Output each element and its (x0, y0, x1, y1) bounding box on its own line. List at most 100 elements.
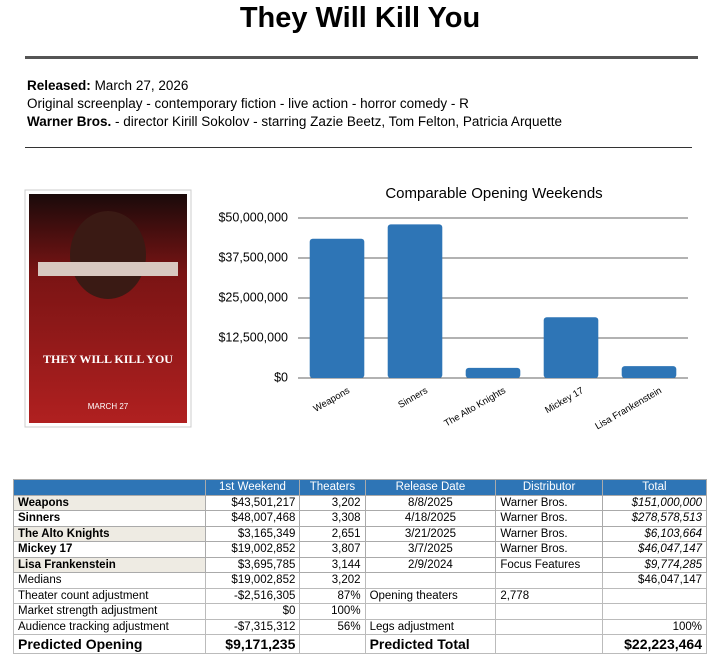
table-cell: $19,002,852 (204, 541, 301, 558)
table-cell: Medians (13, 572, 206, 589)
table-cell (601, 603, 708, 620)
table-cell: Focus Features (495, 556, 603, 573)
table-cell: -$2,516,305 (204, 587, 301, 604)
table-cell: Warner Bros. (495, 510, 603, 527)
divider (25, 56, 698, 59)
table-cell: Predicted Opening (13, 634, 206, 654)
table-cell: 2/9/2024 (364, 556, 497, 573)
table-cell (364, 603, 497, 620)
label: Released: (27, 78, 91, 93)
table-cell: Audience tracking adjustment (13, 618, 206, 635)
table-cell: 2,778 (495, 587, 603, 604)
summary-row: Theater count adjustment -$2,516,305 87% Op… (13, 587, 708, 604)
bar (543, 317, 599, 378)
x-tick-label: Lisa Frankenstein (593, 385, 663, 432)
table-cell: Total (601, 479, 708, 496)
table-cell: Lisa Frankenstein (13, 556, 206, 573)
table-cell: $3,695,785 (204, 556, 301, 573)
summary-row: Medians $19,002,852 3,202 $46,047,147 (13, 572, 708, 589)
table-cell: Predicted Total (364, 634, 497, 654)
data-row: Mickey 17 $19,002,852 3,807 3/7/2025 Warner … (13, 541, 708, 558)
table-cell: Distributor (495, 479, 603, 496)
table-cell: 3,807 (299, 541, 366, 558)
table-cell (495, 618, 603, 635)
table-cell: Theaters (299, 479, 366, 496)
table-cell: Market strength adjustment (13, 603, 206, 620)
table-cell: 2,651 (299, 525, 366, 542)
table-cell: Warner Bros. (495, 525, 603, 542)
divider (25, 147, 692, 148)
table-cell: 3,308 (299, 510, 366, 527)
table-cell: 100% (299, 603, 366, 620)
genre: Original screenplay - contemporary ficti… (27, 96, 469, 111)
poster-title: THEY WILL KILL YOU (43, 352, 173, 366)
chart-title: Comparable Opening Weekends (385, 185, 602, 202)
table-cell: Weapons (13, 494, 206, 511)
table-cell: Release Date (364, 479, 497, 496)
header-row: 1st Weekend Theaters Release Date Distribut… (13, 479, 708, 496)
table-cell: 100% (601, 618, 708, 635)
table-cell: 3/7/2025 (364, 541, 497, 558)
table-cell (364, 572, 497, 589)
table-cell: Warner Bros. (495, 494, 603, 511)
release-line: Released: March 27, 2026 (27, 77, 562, 95)
table-cell: $6,103,664 (601, 525, 708, 542)
summary-row: Audience tracking adjustment -$7,315,312 5… (13, 618, 708, 635)
x-tick-label: Mickey 17 (543, 385, 586, 416)
data-row: Lisa Frankenstein $3,695,785 3,144 2/9/2024… (13, 556, 708, 573)
table-cell: 3,202 (299, 572, 366, 589)
bar (309, 238, 365, 378)
data-row: Weapons $43,501,217 3,202 8/8/2025 Warner Br… (13, 494, 708, 511)
table-cell: Warner Bros. (495, 541, 603, 558)
release-date: March 27, 2026 (94, 78, 189, 93)
table-cell (299, 634, 366, 654)
table-cell: Sinners (13, 510, 206, 527)
table-cell: $46,047,147 (601, 541, 708, 558)
table-cell: Mickey 17 (13, 541, 206, 558)
poster-band (38, 262, 178, 276)
table-cell (495, 572, 603, 589)
y-tick-label: $12,500,000 (218, 330, 288, 344)
y-tick-label: $50,000,000 (218, 210, 288, 224)
table-cell: Legs adjustment (364, 618, 497, 635)
table-cell: $46,047,147 (601, 572, 708, 589)
page-title: They Will Kill You (239, 2, 481, 34)
table-cell: $3,165,349 (204, 525, 301, 542)
bar (621, 366, 677, 378)
bar (387, 224, 443, 378)
table-cell: The Alto Knights (13, 525, 206, 542)
poster-date: MARCH 27 (88, 402, 129, 411)
y-tick-label: $0 (274, 370, 288, 384)
table-cell: 1st Weekend (204, 479, 301, 496)
data-row: The Alto Knights $3,165,349 2,651 3/21/2025… (13, 525, 708, 542)
table-cell (495, 634, 603, 654)
table-cell: 56% (299, 618, 366, 635)
summary-row: Predicted Opening $9,171,235 Predicted Tot… (13, 634, 708, 654)
table-cell: $22,223,464 (601, 634, 708, 654)
table-cell: 3/21/2025 (364, 525, 497, 542)
bar (465, 367, 521, 378)
table-cell (13, 479, 206, 496)
table-cell: $9,774,285 (601, 556, 708, 573)
table-cell: Theater count adjustment (13, 587, 206, 604)
data-row: Sinners $48,007,468 3,308 4/18/2025 Warner B… (13, 510, 708, 527)
x-tick-label: The Alto Knights (442, 385, 508, 429)
table-cell: -$7,315,312 (204, 618, 301, 635)
table-cell: Opening theaters (364, 587, 497, 604)
table-cell: $43,501,217 (204, 494, 301, 511)
poster-figure (70, 211, 146, 299)
x-tick-label: Sinners (396, 385, 430, 411)
credits: - director Kirill Sokolov - starring Zaz… (115, 114, 562, 129)
y-tick-label: $37,500,000 (218, 250, 288, 264)
table-cell: 87% (299, 587, 366, 604)
table-cell: 4/18/2025 (364, 510, 497, 527)
x-tick-label: Weapons (312, 385, 352, 415)
chart: THEY WILL KILL YOU MARCH 27 Comparable O… (24, 185, 688, 432)
table-cell: $19,002,852 (204, 572, 301, 589)
credits-line: Warner Bros. - director Kirill Sokolov -… (27, 113, 562, 131)
comparables-table: 1st Weekend Theaters Release Date Distribut… (13, 479, 708, 654)
table-cell: $9,171,235 (204, 634, 301, 654)
table-cell: $151,000,000 (601, 494, 708, 511)
table-cell (601, 587, 708, 604)
